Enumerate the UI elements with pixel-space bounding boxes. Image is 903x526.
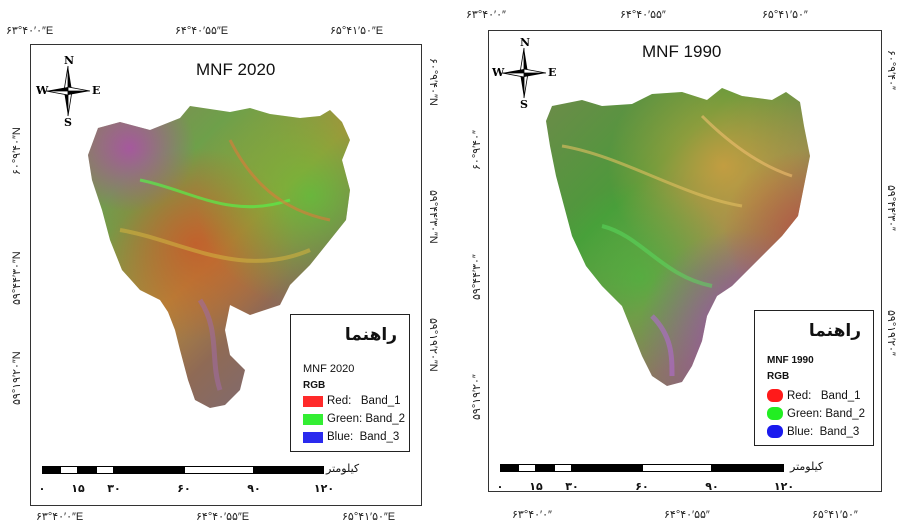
legend-channel: Red:	[327, 395, 352, 407]
legend-item-red: Red: Band_1	[303, 395, 401, 407]
map-title: MNF 1990	[642, 42, 722, 61]
top-coord-1: ۶۳°۴۰′۰″	[466, 9, 506, 21]
north-label: N	[64, 54, 75, 67]
scale-unit: کیلومتر	[790, 461, 824, 473]
scale-tick: ۶۰	[177, 483, 191, 495]
legend-item-blue: Blue: Band_3	[767, 425, 859, 438]
scale-tick: ۹۰	[247, 483, 261, 495]
left-coord-3: ۵۹°۱۹′۲۰″N	[11, 350, 23, 405]
legend-band: Band_2	[825, 407, 866, 420]
scale-tick: ۳۰	[565, 481, 579, 493]
legend-subtitle: MNF 1990	[767, 355, 814, 366]
scale-tick: ۶۰	[635, 481, 649, 493]
left-coord-2: ۵۹°۴۴′۳۰″N	[11, 250, 23, 305]
right-coord-1: ۶۰°۹′۴۰″	[885, 50, 897, 90]
scale-tick: ۰	[38, 483, 46, 495]
left-coord-2: ۵۹°۴۴′۳۰″	[471, 254, 483, 300]
legend-band: Band_3	[359, 431, 400, 443]
red-swatch	[767, 389, 783, 402]
legend-channel: Red:	[787, 389, 812, 402]
scale-tick: ۱۵	[71, 483, 85, 495]
legend-rgb-label: RGB	[767, 371, 790, 382]
top-coord-3: ۶۵°۴۱′۵۰″	[762, 9, 808, 21]
legend-band: Band_1	[820, 389, 861, 402]
west-label: W	[36, 84, 49, 97]
legend-channel: Blue:	[787, 425, 814, 438]
legend-band: Band_1	[360, 395, 401, 407]
right-coord-2: ۵۹°۴۴′۳۰″	[885, 185, 897, 231]
scale-tick: ۱۵	[529, 481, 543, 493]
north-arrow-icon: N S W E	[492, 36, 557, 111]
west-label: W	[492, 66, 505, 79]
legend-channel: Green:	[787, 407, 823, 420]
blue-swatch	[303, 431, 323, 443]
right-coord-1: ۶۰°۹′۴۰″N	[427, 58, 439, 107]
left-coord-3: ۵۹°۱۹′۲۰″	[471, 374, 483, 420]
legend-subtitle: MNF 2020	[303, 363, 355, 375]
map-panel-mnf-2020: ۶۳°۴۰′۰″E ۶۴°۴۰′۵۵″E ۶۵°۴۱′۵۰″E ۶۰°۹′۴۰″…	[6, 25, 439, 523]
legend-title: راهنما	[808, 321, 861, 341]
legend-item-blue: Blue: Band_3	[303, 431, 399, 443]
legend-channel: Blue:	[327, 431, 354, 443]
map-panel-mnf-1990: ۶۳°۴۰′۰″ ۶۴°۴۰′۵۵″ ۶۵°۴۱′۵۰″ ۶۰°۹′۴۰″ ۵۹…	[452, 0, 903, 526]
right-coord-3: ۵۹°۱۹′۲۰″	[885, 310, 897, 356]
scale-bar: کیلومتر ۰ ۱۵ ۳۰ ۶۰ ۹۰ ۱۲۰	[496, 461, 824, 504]
legend-rgb-label: RGB	[303, 380, 326, 391]
north-arrow-icon: N S W E	[36, 54, 101, 129]
legend-item-red: Red: Band_1	[767, 389, 861, 402]
bottom-coord-2: ۶۴°۴۰′۵۵″E	[196, 511, 250, 523]
scale-tick: ۰	[496, 481, 504, 493]
legend-item-green: Green: Band_2	[767, 407, 865, 420]
legend-band: Band_3	[819, 425, 860, 438]
red-swatch	[303, 395, 323, 407]
right-coord-2: ۵۹°۴۴′۳۰″N	[427, 190, 439, 245]
scale-tick: ۳۰	[107, 483, 121, 495]
bottom-coord-1: ۶۳°۴۰′۰″E	[36, 511, 84, 523]
east-label: E	[92, 84, 101, 97]
north-label: N	[520, 36, 531, 49]
legend-channel: Green:	[327, 413, 363, 425]
top-coord-3: ۶۵°۴۱′۵۰″E	[330, 25, 384, 37]
top-coord-2: ۶۴°۴۰′۵۵″	[620, 9, 666, 21]
legend-box: راهنما MNF 2020 RGB Red: Band_1 Green: B…	[290, 314, 410, 452]
left-coord-1: ۶۰°۹′۴۰″N	[11, 126, 23, 175]
blue-swatch	[767, 425, 783, 438]
scale-tick: ۱۲۰	[773, 481, 795, 493]
legend-band: Band_2	[365, 413, 406, 425]
south-label: S	[64, 116, 72, 129]
bottom-coord-1: ۶۳°۴۰′۰″	[512, 509, 552, 521]
scale-tick: ۱۲۰	[313, 483, 335, 495]
scale-tick: ۹۰	[705, 481, 719, 493]
south-label: S	[520, 98, 528, 111]
green-swatch	[303, 413, 323, 425]
legend-item-green: Green: Band_2	[303, 413, 405, 425]
scale-unit: کیلومتر	[326, 463, 360, 475]
right-coord-3: ۵۹°۱۹′۲۰″N	[427, 318, 439, 373]
legend-box: راهنما MNF 1990 RGB Red: Band_1 Green: B…	[754, 310, 874, 446]
green-swatch	[767, 407, 783, 420]
map-title: MNF 2020	[196, 60, 276, 79]
top-coord-1: ۶۳°۴۰′۰″E	[6, 25, 54, 37]
scale-bar: کیلومتر ۰ ۱۵ ۳۰ ۶۰ ۹۰ ۱۲۰	[38, 463, 360, 506]
bottom-coord-3: ۶۵°۴۱′۵۰″E	[342, 511, 396, 523]
bottom-coord-3: ۶۵°۴۱′۵۰″	[812, 509, 858, 521]
east-label: E	[548, 66, 557, 79]
bottom-coord-2: ۶۴°۴۰′۵۵″	[664, 509, 710, 521]
left-coord-1: ۶۰°۹′۴۰″	[471, 130, 483, 170]
legend-title: راهنما	[344, 325, 397, 345]
top-coord-2: ۶۴°۴۰′۵۵″E	[175, 25, 229, 37]
